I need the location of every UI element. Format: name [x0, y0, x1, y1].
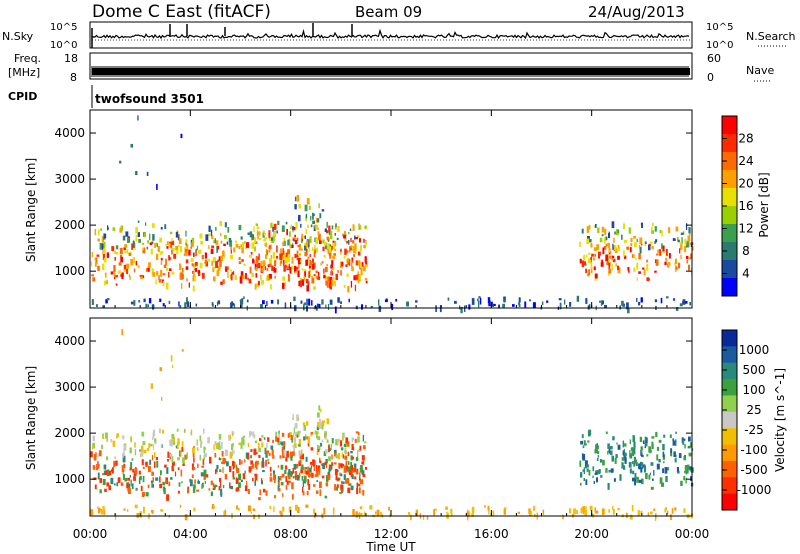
colorbar-tick-label: 20 [738, 177, 753, 191]
yaxis-tick-label: 4000 [54, 334, 85, 348]
power-colorbar-label: Power [dB] [757, 172, 771, 237]
colorbar-tick-label: 1000 [739, 343, 770, 357]
colorbar-tick-label: 25 [746, 403, 761, 417]
yaxis-tick-label: 1000 [54, 264, 85, 278]
xaxis-tick-label: 04:00 [173, 527, 208, 541]
nsky-tick-bottom: 10^0 [50, 40, 77, 51]
freq-tick-bottom: 8 [70, 71, 77, 84]
nsky-tick-top: 10^5 [50, 22, 77, 33]
xaxis-tick-label: 12:00 [374, 527, 409, 541]
colorbar-tick-label: 8 [742, 244, 750, 258]
freq-label: Freq. [14, 52, 41, 65]
freq-unit-label: [MHz] [8, 66, 40, 79]
xaxis-tick-label: 08:00 [273, 527, 308, 541]
nave-tick-bottom: 0 [707, 71, 714, 84]
colorbar-tick-label: 24 [738, 154, 753, 168]
date-title: 24/Aug/2013 [588, 3, 685, 21]
freq-noise [91, 66, 689, 77]
nsky-trace [91, 23, 690, 48]
yaxis-tick-label: 3000 [54, 380, 85, 394]
cpid-label: CPID [8, 90, 37, 103]
nsearch-tick-top: 10^5 [706, 22, 733, 33]
xaxis-tick-label: 16:00 [474, 527, 509, 541]
colorbar-tick-label: 28 [738, 132, 753, 146]
time-axis: 00:00 04:00 08:00 12:00 16:00 20:00 00:00 [73, 110, 710, 541]
colorbar-tick-label: -1000 [737, 483, 772, 497]
power-yaxis: 4000 3000 2000 1000 [54, 126, 692, 278]
colorbar-tick-label: 500 [743, 363, 766, 377]
velocity-yaxis: 4000 3000 2000 1000 [54, 334, 692, 486]
xaxis-label: Time UT [365, 540, 416, 554]
freq-trace [92, 68, 690, 75]
power-data [91, 115, 694, 314]
yaxis-tick-label: 3000 [54, 172, 85, 186]
velocity-colorbar-label-text: Velocity [m s^-1] [773, 368, 787, 472]
velocity-data [90, 329, 694, 521]
xaxis-tick-label: 00:00 [73, 527, 108, 541]
colorbar-tick-label: -25 [744, 423, 764, 437]
xaxis-tick-label: 20:00 [574, 527, 609, 541]
beam-title: Beam 09 [355, 3, 422, 21]
nsearch-label: N.Search [746, 30, 796, 43]
velocity-colorbar: 1000 500 100 25 -25 -100 -500 -1000 [721, 329, 772, 511]
nsearch-tick-bottom: 10^0 [706, 40, 733, 51]
nave-label: Nave [746, 64, 774, 77]
power-colorbar: 28 24 20 16 12 8 4 [721, 115, 754, 297]
station-title: Dome C East (fitACF) [92, 2, 271, 22]
yaxis-tick-label: 1000 [54, 472, 85, 486]
yaxis-tick-label: 4000 [54, 126, 85, 140]
freq-tick-top: 18 [64, 52, 78, 65]
colorbar-tick-label: -500 [740, 463, 767, 477]
velocity-colorbar-label: Velocity [m s^-1] [773, 368, 787, 472]
cpid-program: twofsound 3501 [95, 92, 204, 106]
nsky-label: N.Sky [2, 30, 34, 43]
freq-strip [89, 52, 693, 80]
yaxis-tick-label: 2000 [54, 426, 85, 440]
power-ylabel: Slant Range [km] [24, 158, 38, 262]
colorbar-tick-label: 100 [743, 383, 766, 397]
xaxis-tick-label: 00:00 [675, 527, 710, 541]
nsky-strip [89, 21, 693, 49]
colorbar-tick-label: -100 [740, 443, 767, 457]
yaxis-tick-label: 2000 [54, 218, 85, 232]
colorbar-tick-label: 4 [742, 267, 750, 281]
colorbar-tick-label: 16 [738, 199, 753, 213]
nave-tick-top: 60 [707, 52, 721, 65]
velocity-ylabel: Slant Range [km] [24, 366, 38, 470]
colorbar-tick-label: 12 [738, 222, 753, 236]
